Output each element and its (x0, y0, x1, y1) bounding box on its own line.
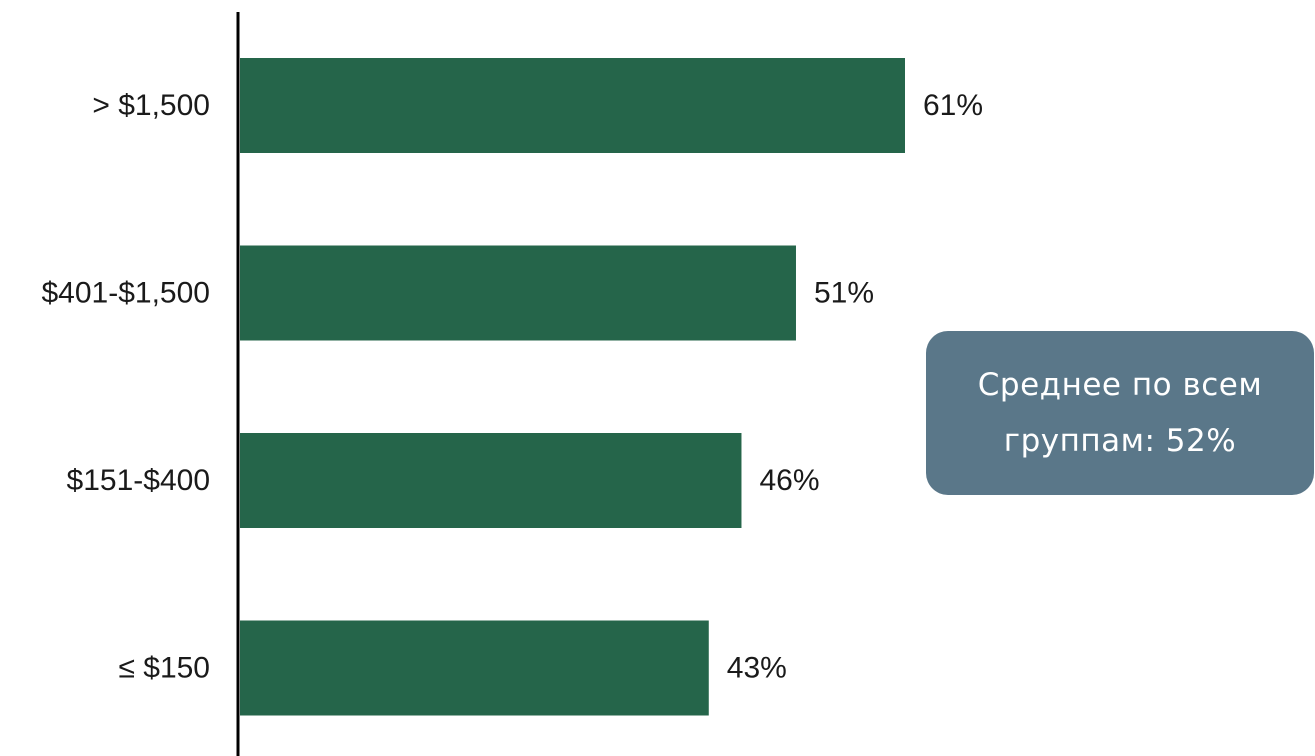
value-label-3: 43% (727, 652, 787, 685)
category-labels-group: > $1,500 $401-$1,500 $151-$400 ≤ $150 (42, 89, 211, 685)
value-label-1: 51% (814, 277, 874, 310)
bar-0 (240, 58, 905, 153)
category-label-0: > $1,500 (92, 89, 210, 122)
bar-3 (240, 620, 709, 716)
value-label-0: 61% (923, 89, 983, 122)
value-label-2: 46% (759, 464, 819, 497)
category-label-1: $401-$1,500 (42, 277, 211, 310)
value-labels-group: 61% 51% 46% 43% (727, 89, 983, 685)
bar-2 (240, 433, 742, 528)
category-label-2: $151-$400 (67, 464, 210, 497)
bar-1 (240, 245, 796, 341)
average-callout-line1: Среднее по всем (977, 367, 1263, 403)
category-label-3: ≤ $150 (118, 652, 210, 685)
average-callout-line2: группам: 52% (1003, 423, 1237, 459)
average-callout: Среднее по всем группам: 52% (926, 331, 1314, 495)
bars-group (240, 58, 905, 716)
